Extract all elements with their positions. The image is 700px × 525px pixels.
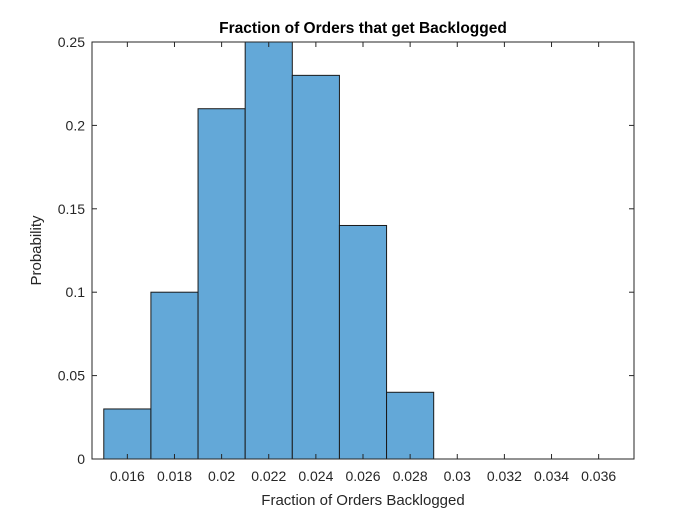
y-tick-label: 0.05 [58, 368, 85, 384]
y-axis-label: Probability [28, 215, 45, 286]
y-tick-label: 0.15 [58, 201, 85, 217]
y-tick-label: 0.1 [66, 284, 86, 300]
x-tick-label: 0.024 [298, 468, 333, 484]
x-tick-label: 0.032 [487, 468, 522, 484]
x-tick-label: 0.026 [345, 468, 380, 484]
histogram-bar [386, 391, 435, 460]
x-tick-label: 0.036 [581, 468, 616, 484]
histogram-bar [338, 224, 388, 460]
y-tick-label: 0.2 [66, 117, 86, 133]
chart-title: Fraction of Orders that get Backlogged [219, 20, 507, 37]
x-tick-label: 0.03 [444, 468, 471, 484]
x-tick-label: 0.02 [208, 468, 235, 484]
x-tick-label: 0.022 [251, 468, 286, 484]
x-tick-label: 0.018 [157, 468, 192, 484]
x-ticks: 0.016 0.018 0.02 0.022 0.024 0.026 0.028 0.03 0.… [110, 42, 616, 484]
x-tick-label: 0.034 [534, 468, 569, 484]
y-tick-label: 0.25 [58, 34, 85, 50]
x-tick-label: 0.028 [393, 468, 428, 484]
x-axis-label: Fraction of Orders Backlogged [261, 492, 464, 509]
bars-group [103, 41, 435, 460]
x-tick-label: 0.016 [110, 468, 145, 484]
histogram-bar [150, 291, 199, 460]
histogram-bar [197, 108, 246, 460]
y-tick-label: 0 [77, 451, 85, 467]
histogram-bar [103, 408, 152, 460]
histogram-bar [291, 74, 340, 460]
y-ticks: 0 0.05 0.1 0.15 0.2 0.25 [58, 34, 634, 467]
histogram-bar [244, 41, 293, 460]
